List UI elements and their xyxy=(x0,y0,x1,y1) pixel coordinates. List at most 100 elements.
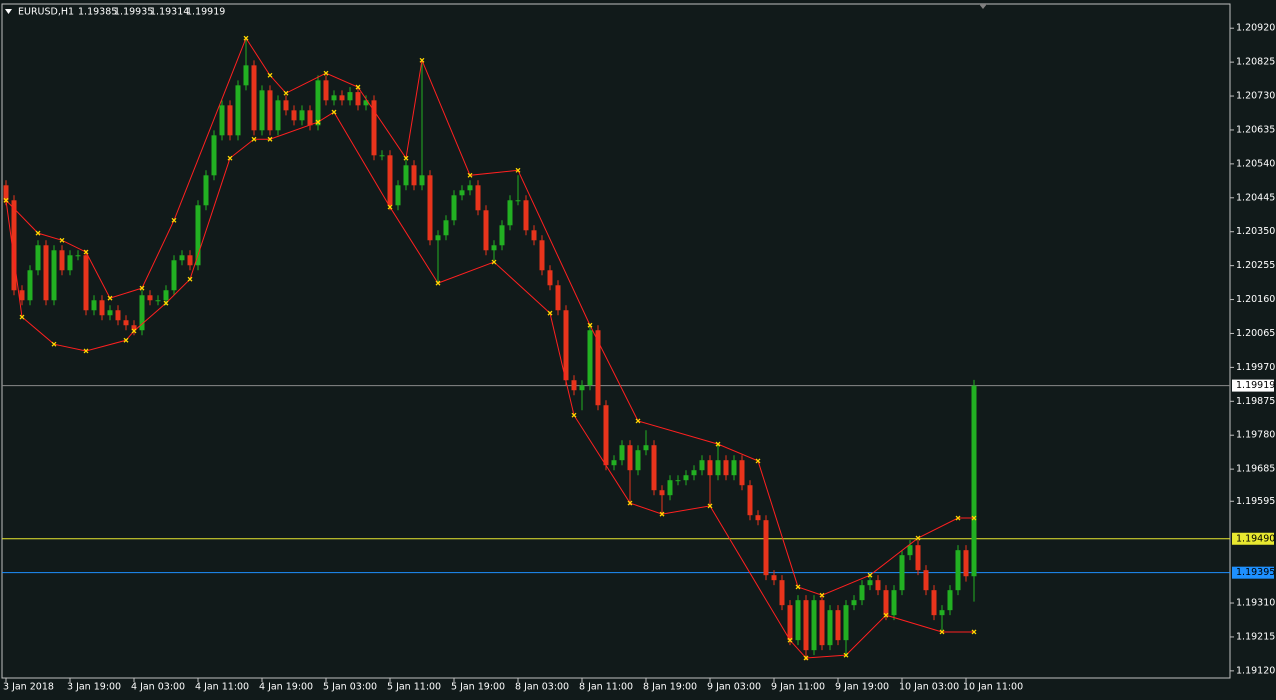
price-label-box xyxy=(1232,379,1274,392)
candle-body xyxy=(83,255,89,311)
candle-body xyxy=(75,255,81,257)
pivot-marker xyxy=(131,328,137,334)
candle-body xyxy=(211,135,217,176)
price-label: 1.19490 xyxy=(1236,533,1275,544)
candle-body xyxy=(43,245,49,301)
pivot-marker xyxy=(51,341,57,347)
pivot-marker xyxy=(627,500,633,506)
y-tick-label: 1.19970 xyxy=(1236,362,1275,373)
y-tick-label: 1.20635 xyxy=(1236,124,1275,135)
pivot-marker xyxy=(939,629,945,635)
candle-body xyxy=(243,65,249,86)
y-tick-label: 1.20825 xyxy=(1236,57,1275,68)
candle-body xyxy=(299,110,305,121)
candle-body xyxy=(707,460,713,476)
candle-body xyxy=(859,585,865,601)
candle-body xyxy=(427,175,433,241)
candle-body xyxy=(315,80,321,126)
pivot-marker xyxy=(35,230,41,236)
ohlc-value: 1.19919 xyxy=(186,7,225,18)
candle-body xyxy=(339,95,345,101)
candle-body xyxy=(843,605,849,641)
y-tick-label: 1.20540 xyxy=(1236,158,1275,169)
candle-body xyxy=(971,385,977,577)
candle-body xyxy=(395,185,401,206)
candle-body xyxy=(803,600,809,651)
candle-body xyxy=(331,95,337,101)
x-tick-label: 8 Jan 11:00 xyxy=(579,682,633,693)
candle-body xyxy=(723,460,729,476)
menu-arrow[interactable] xyxy=(5,9,12,14)
candle-body xyxy=(35,245,41,271)
pivot-marker xyxy=(283,90,289,96)
pivot-marker xyxy=(795,584,801,590)
candle-body xyxy=(571,380,577,391)
pivot-marker xyxy=(139,285,145,291)
pivot-marker xyxy=(435,280,441,286)
x-tick-label: 8 Jan 19:00 xyxy=(643,682,697,693)
y-tick-label: 1.20920 xyxy=(1236,23,1275,34)
y-tick-label: 1.20065 xyxy=(1236,328,1275,339)
candle-body xyxy=(947,590,953,611)
x-tick-label: 9 Jan 19:00 xyxy=(835,682,889,693)
candle-body xyxy=(51,250,57,301)
pivot-marker xyxy=(83,348,89,354)
candle-body xyxy=(587,330,593,386)
candle-body xyxy=(787,605,793,641)
candle-body xyxy=(219,105,225,136)
pivot-marker xyxy=(707,503,713,509)
shift-marker[interactable] xyxy=(979,4,987,9)
pivot-marker xyxy=(355,84,361,90)
pivot-marker xyxy=(971,629,977,635)
candle-body xyxy=(795,600,801,641)
candle-body xyxy=(235,85,241,136)
price-label: 1.19919 xyxy=(1236,380,1275,391)
candle-body xyxy=(891,590,897,616)
candle-body xyxy=(747,485,753,516)
candle-body xyxy=(627,445,633,471)
candle-body xyxy=(275,100,281,131)
y-tick-label: 1.20350 xyxy=(1236,226,1275,237)
candle-body xyxy=(123,320,129,326)
candle-body xyxy=(131,325,137,331)
candle-body xyxy=(227,105,233,136)
candle-body xyxy=(187,255,193,266)
x-tick-label: 5 Jan 03:00 xyxy=(323,682,377,693)
candle-body xyxy=(171,260,177,291)
candle-body xyxy=(99,300,105,316)
candle-body xyxy=(683,475,689,481)
candle-body xyxy=(899,555,905,591)
ohlc-value: 1.19314 xyxy=(150,7,189,18)
y-tick-label: 1.19875 xyxy=(1236,396,1275,407)
pivot-marker xyxy=(243,35,249,41)
ohlc-value: 1.19935 xyxy=(114,7,153,18)
candle-body xyxy=(699,460,705,471)
x-tick-label: 4 Jan 03:00 xyxy=(131,682,185,693)
candle-body xyxy=(491,245,497,251)
candle-body xyxy=(779,580,785,606)
pivot-marker xyxy=(227,155,233,161)
candle-body xyxy=(435,235,441,241)
pivot-marker xyxy=(19,314,25,320)
candle-body xyxy=(883,590,889,616)
pivot-marker xyxy=(587,322,593,328)
pivot-marker xyxy=(403,155,409,161)
candle-body xyxy=(539,240,545,271)
candle-body xyxy=(819,600,825,646)
candle-body xyxy=(27,270,33,301)
pivot-marker xyxy=(755,458,761,464)
candle-body xyxy=(3,185,9,201)
pivot-marker xyxy=(867,572,873,578)
candle-body xyxy=(635,450,641,471)
pivot-marker xyxy=(971,515,977,521)
pivot-marker xyxy=(387,204,393,210)
y-tick-label: 1.19595 xyxy=(1236,496,1275,507)
channel-line xyxy=(5,37,974,596)
candle-body xyxy=(147,295,153,301)
pivot-marker xyxy=(883,612,889,618)
candle-body xyxy=(915,545,921,571)
candle-body xyxy=(739,460,745,486)
candle-body xyxy=(251,65,257,131)
candle-body xyxy=(451,195,457,221)
candle-body xyxy=(115,310,121,321)
